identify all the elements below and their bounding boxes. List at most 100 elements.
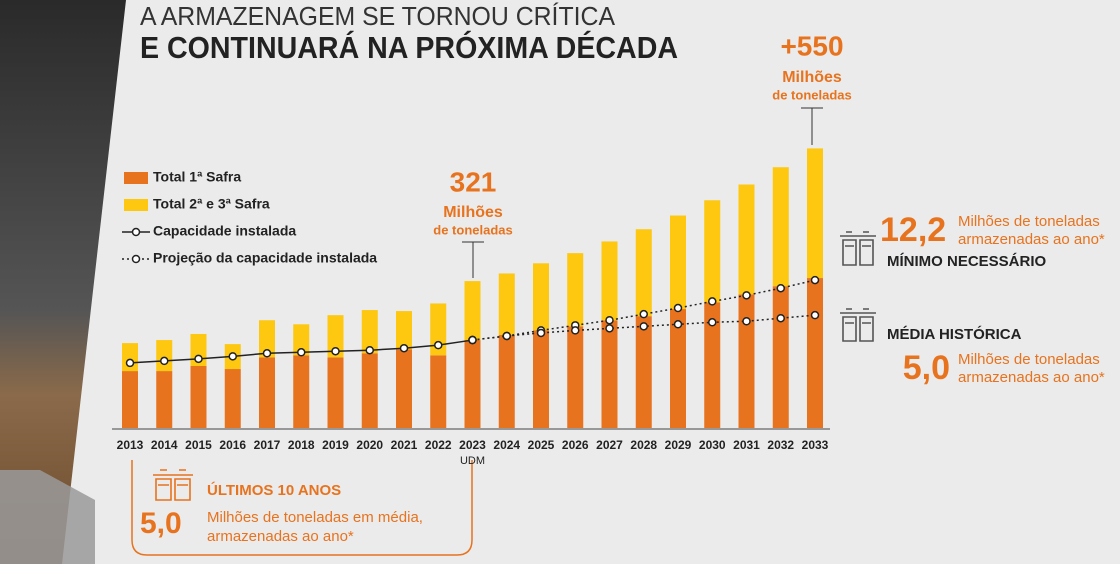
bar: [635, 316, 652, 428]
x-tick-sublabel: UDM: [460, 455, 485, 467]
bar: [807, 278, 823, 428]
callout-leader: [462, 241, 484, 278]
line-marker: [810, 275, 820, 285]
bar: [772, 286, 789, 428]
bar: [601, 241, 618, 321]
bar: [670, 309, 686, 428]
x-tick-label: 2018: [288, 438, 315, 452]
box-text: Milhões de toneladas em média,: [207, 509, 423, 526]
x-tick-label: 2016: [219, 438, 246, 452]
title-line: A ARMAZENAGEM SE TORNOU CRÍTICA: [140, 1, 616, 31]
legend-label: Capacidade instalada: [153, 223, 296, 239]
x-tick-label: 2014: [151, 438, 178, 452]
metric-text: Milhões de toneladas: [958, 351, 1100, 368]
bar: [396, 349, 412, 428]
line-marker: [810, 310, 820, 320]
bar: [156, 371, 173, 428]
bar: [430, 303, 447, 356]
bar: [533, 330, 549, 428]
silo-icon: [840, 308, 876, 342]
box-text: armazenadas ao ano*: [207, 528, 354, 545]
bar: [704, 302, 721, 428]
bar: [670, 215, 686, 310]
callout-text: Milhões: [782, 69, 842, 86]
photo-strip: [0, 0, 126, 564]
x-tick-label: 2015: [185, 438, 212, 452]
metric-text: Milhões de toneladas: [958, 213, 1100, 230]
x-tick-label: 2031: [733, 438, 760, 452]
line-marker: [194, 354, 203, 364]
metric-text: armazenadas ao ano*: [958, 231, 1105, 248]
bar: [327, 315, 344, 358]
silo-photo: [0, 470, 95, 564]
callout-leader: [801, 107, 823, 145]
line-marker: [502, 331, 511, 341]
bar: [567, 253, 584, 327]
legend-label: Total 2ª e 3ª Safra: [153, 196, 270, 212]
x-tick-label: 2013: [117, 438, 144, 452]
bar: [601, 320, 618, 428]
box-label: ÚLTIMOS 10 ANOS: [207, 481, 341, 499]
bar: [430, 355, 447, 428]
x-tick-label: 2026: [562, 438, 589, 452]
line-marker: [742, 291, 751, 300]
line-marker: [399, 343, 409, 353]
bracket: [131, 460, 473, 556]
callout-text: Milhões: [443, 204, 503, 221]
line-marker: [331, 346, 340, 356]
legend-swatch: [124, 172, 148, 184]
x-tick-label: 2033: [802, 438, 829, 452]
bar: [361, 310, 378, 354]
line-marker: [434, 340, 443, 350]
silo-icon: [840, 231, 876, 266]
x-tick-label: 2029: [665, 438, 692, 452]
line-marker: [776, 283, 785, 293]
line-marker: [605, 315, 614, 325]
box-value: 5,0: [140, 507, 182, 540]
bar: [293, 324, 310, 356]
bar: [807, 148, 823, 279]
metric-text: armazenadas ao ano*: [958, 369, 1105, 386]
line-marker: [639, 309, 648, 319]
bar: [156, 340, 173, 372]
metric-label: MÍNIMO NECESSÁRIO: [887, 253, 1047, 270]
line-marker: [125, 358, 135, 368]
bar: [635, 229, 652, 317]
bar: [327, 357, 344, 428]
x-tick-label: 2032: [767, 438, 794, 452]
line-marker: [365, 345, 374, 355]
bar: [224, 369, 241, 428]
line-marker: [297, 348, 306, 357]
bar: [259, 320, 275, 358]
bar: [772, 167, 789, 287]
line-marker: [160, 356, 169, 366]
bar: [738, 294, 755, 428]
line-marker: [776, 313, 785, 323]
callout-text: de toneladas: [433, 222, 512, 237]
x-tick-label: 2030: [699, 438, 726, 452]
bar: [498, 334, 515, 428]
bar: [259, 357, 275, 428]
bar: [533, 263, 549, 331]
metric-label: MÉDIA HISTÓRICA: [887, 325, 1022, 343]
x-tick-label: 2024: [493, 438, 520, 452]
bar: [464, 340, 481, 428]
line-marker: [468, 335, 477, 345]
line-marker: [708, 318, 717, 327]
silo-icon: [153, 469, 193, 501]
line-marker: [571, 326, 580, 335]
metric-value: 12,2: [880, 211, 946, 249]
x-tick-label: 2028: [630, 438, 657, 452]
bar: [704, 200, 721, 303]
bar: [567, 326, 584, 428]
line-marker: [673, 303, 683, 313]
legend-swatch: [131, 254, 141, 264]
x-tick-label: 2022: [425, 438, 452, 452]
x-tick-label: 2027: [596, 438, 623, 452]
line-marker: [228, 352, 237, 361]
x-tick-label: 2017: [254, 438, 281, 452]
bar: [498, 273, 515, 335]
bar: [293, 355, 310, 428]
bar: [396, 311, 412, 350]
